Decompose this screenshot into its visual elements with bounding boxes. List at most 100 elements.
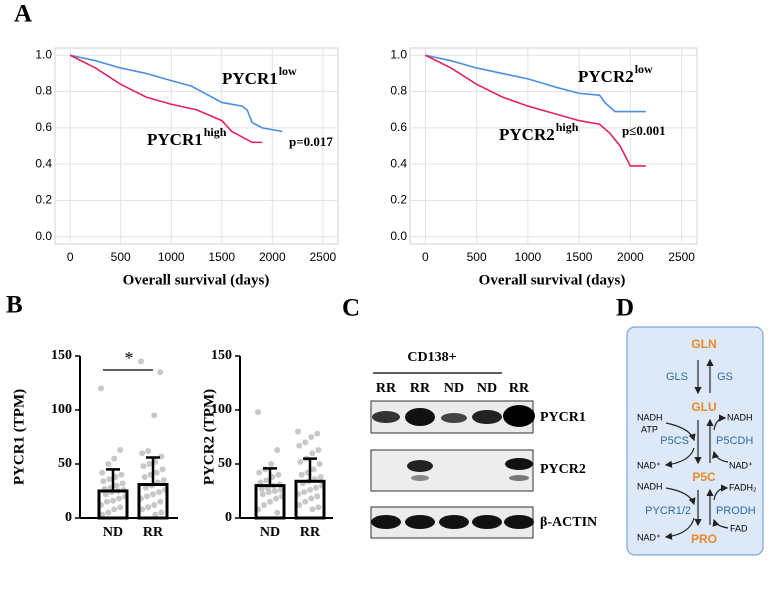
data-point [308, 434, 315, 440]
x-tick-label: 2000 [259, 250, 286, 264]
band [405, 515, 435, 529]
enzyme: PYCR1/2 [645, 505, 691, 517]
y-tick-label: 50 [218, 456, 232, 471]
row-label: PYCR1 [540, 410, 586, 425]
x-axis-label: Overall survival (days) [479, 272, 626, 288]
x-axis-label: Overall survival (days) [123, 272, 270, 288]
y-axis-label: PYCR1 (TPM) [11, 389, 27, 485]
lane-label: RR [376, 381, 397, 396]
y-tick-label: 0 [225, 510, 232, 525]
x-tick-label: 2500 [668, 250, 695, 264]
data-point [316, 461, 323, 467]
enzyme: GS [717, 371, 733, 383]
lane-label: RR [410, 381, 431, 396]
data-point [313, 484, 319, 491]
data-point [314, 493, 321, 500]
arrows [664, 358, 729, 540]
data-point [144, 493, 150, 500]
error-bar [146, 456, 160, 485]
series-label: PYCR2 [499, 125, 555, 144]
data-point [309, 506, 316, 513]
data-point [146, 461, 153, 467]
cofactor: NAD⁺ [637, 532, 661, 542]
error-bar [106, 468, 120, 491]
cofactor: NAD⁺ [637, 460, 661, 470]
data-point [153, 469, 160, 476]
data-point [271, 488, 278, 494]
lane-label: ND [444, 381, 464, 396]
error-bar [263, 467, 277, 486]
data-point [296, 502, 303, 509]
data-point [258, 485, 265, 492]
western-blot: CD138+ RR RR ND ND RR PYCR1 PYCR2 β-ACTI… [370, 350, 597, 539]
data-point [273, 495, 279, 502]
data-point [104, 498, 110, 505]
data-point [100, 478, 107, 485]
plot-frame [409, 47, 698, 245]
data-point [117, 504, 124, 511]
data-point [151, 412, 158, 419]
data-point [118, 471, 125, 478]
significance-mark: * [125, 348, 134, 368]
data-point [160, 477, 167, 484]
data-point [297, 458, 304, 465]
data-point [295, 428, 301, 435]
y-tick-label: 0 [65, 510, 72, 525]
band [509, 475, 529, 481]
data-point [256, 469, 263, 476]
panel-label: A [14, 1, 32, 28]
x-tick-label: 2500 [309, 250, 336, 264]
data-point [117, 446, 124, 453]
band [503, 405, 535, 427]
band [472, 515, 502, 529]
x-tick-label: ND [103, 525, 123, 540]
data-point [296, 442, 303, 449]
metabolite: PRO [691, 532, 717, 546]
x-tick-label: RR [143, 525, 164, 540]
y-tick-label: 50 [58, 456, 72, 471]
survival-curve [425, 54, 646, 113]
data-point [99, 511, 106, 518]
enzyme: P5CDH [716, 435, 753, 447]
band [407, 460, 433, 472]
x-tick-label: 1000 [158, 250, 185, 264]
y-tick-label: 0.0 [35, 229, 52, 243]
metabolite: P5C [692, 470, 716, 484]
y-tick-label: 0.6 [35, 120, 52, 134]
band [372, 411, 400, 423]
y-tick-label: 1.0 [390, 47, 407, 61]
data-point [302, 439, 309, 446]
data-point [259, 491, 266, 498]
y-tick-label: 0.2 [390, 193, 407, 207]
data-point [119, 480, 126, 487]
data-point [145, 448, 152, 455]
band [441, 413, 467, 423]
series-label-sup: high [204, 125, 227, 139]
cofactor: FAD [730, 523, 748, 533]
survival-curve [69, 54, 283, 133]
data-point [99, 469, 106, 476]
y-tick-label: 0.6 [390, 120, 407, 134]
cofactor: NAD⁺ [729, 460, 753, 470]
data-point [111, 506, 118, 513]
data-point [315, 446, 322, 453]
y-tick-label: 100 [211, 402, 232, 417]
series-label-sup: high [556, 120, 579, 134]
p-value: p≤0.001 [622, 123, 666, 138]
data-point [314, 430, 321, 437]
x-tick-label: ND [260, 525, 280, 540]
error-bar [303, 457, 317, 482]
panel-label: D [616, 295, 634, 322]
band [371, 515, 401, 529]
blot-group: CD138+ [407, 350, 456, 365]
data-point [152, 511, 159, 518]
y-tick-label: 0.0 [390, 229, 407, 243]
data-point [310, 466, 317, 473]
survival-curve [425, 54, 646, 167]
x-tick-label: 500 [467, 250, 487, 264]
row-label: PYCR2 [540, 462, 586, 477]
y-tick-label: 150 [211, 348, 232, 363]
band [505, 458, 533, 470]
data-point [105, 509, 112, 516]
data-point [315, 504, 322, 511]
